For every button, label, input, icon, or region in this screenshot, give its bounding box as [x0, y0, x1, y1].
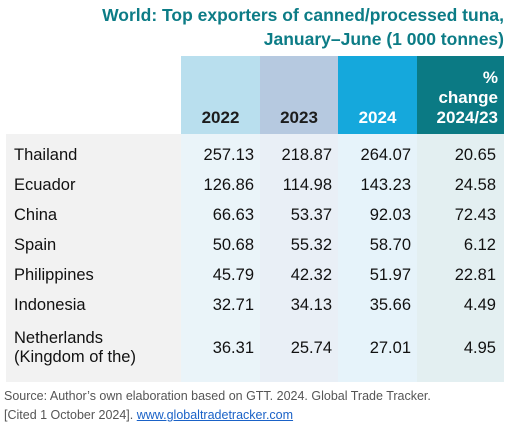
source-link[interactable]: www.globaltradetracker.com	[136, 408, 294, 422]
value-2024: 143.23	[338, 170, 417, 200]
country-cell: China	[6, 200, 181, 230]
table-row: Ecuador 126.86 114.98 143.23 24.58	[6, 170, 504, 200]
value-pct-change: 24.58	[417, 170, 504, 200]
source-line-1: Source: Author’s own elaboration based o…	[4, 389, 431, 403]
value-2023: 53.37	[260, 200, 338, 230]
exporters-table: 2022 2023 2024 % change 2024/23 Thailand…	[6, 56, 504, 382]
value-pct-change: 72.43	[417, 200, 504, 230]
title-line-2: January–June (1 000 tonnes)	[263, 29, 504, 49]
value-2022: 32.71	[181, 290, 260, 320]
header-2022: 2022	[181, 56, 260, 134]
table-row: Indonesia 32.71 34.13 35.66 4.49	[6, 290, 504, 320]
source-cited: [Cited 1 October 2024].	[4, 408, 134, 422]
table-title: World: Top exporters of canned/processed…	[102, 3, 504, 51]
value-2023: 55.32	[260, 230, 338, 260]
value-pct-change: 4.49	[417, 290, 504, 320]
country-cell: Philippines	[6, 260, 181, 290]
value-pct-change: 6.12	[417, 230, 504, 260]
source-note: Source: Author’s own elaboration based o…	[4, 387, 506, 425]
header-blank	[6, 56, 181, 134]
value-2023: 114.98	[260, 170, 338, 200]
table-row: Thailand 257.13 218.87 264.07 20.65	[6, 134, 504, 170]
value-2022: 66.63	[181, 200, 260, 230]
value-pct-change: 4.95	[417, 320, 504, 382]
table-row: Spain 50.68 55.32 58.70 6.12	[6, 230, 504, 260]
value-2022: 126.86	[181, 170, 260, 200]
value-2022: 36.31	[181, 320, 260, 382]
value-2023: 42.32	[260, 260, 338, 290]
value-2023: 25.74	[260, 320, 338, 382]
value-pct-change: 22.81	[417, 260, 504, 290]
header-2024: 2024	[338, 56, 417, 134]
country-cell: Netherlands (Kingdom of the)	[6, 320, 181, 382]
country-line-2: (Kingdom of the)	[14, 348, 136, 366]
value-2024: 264.07	[338, 134, 417, 170]
header-pct-line-3: 2024/23	[436, 108, 498, 127]
value-2023: 218.87	[260, 134, 338, 170]
title-line-1: World: Top exporters of canned/processed…	[102, 5, 504, 25]
value-2024: 58.70	[338, 230, 417, 260]
source-line-2: [Cited 1 October 2024]. www.globaltradet…	[4, 406, 506, 425]
value-2024: 35.66	[338, 290, 417, 320]
table-row: Philippines 45.79 42.32 51.97 22.81	[6, 260, 504, 290]
header-pct-line-1: %	[482, 68, 498, 87]
value-2024: 92.03	[338, 200, 417, 230]
value-pct-change: 20.65	[417, 134, 504, 170]
header-row: 2022 2023 2024 % change 2024/23	[6, 56, 504, 134]
value-2024: 51.97	[338, 260, 417, 290]
country-cell: Indonesia	[6, 290, 181, 320]
header-pct-change: % change 2024/23	[417, 56, 504, 134]
value-2022: 50.68	[181, 230, 260, 260]
header-pct-line-2: change	[438, 88, 498, 107]
value-2023: 34.13	[260, 290, 338, 320]
header-2023: 2023	[260, 56, 338, 134]
table-row: China 66.63 53.37 92.03 72.43	[6, 200, 504, 230]
country-cell: Thailand	[6, 134, 181, 170]
table-row: Netherlands (Kingdom of the) 36.31 25.74…	[6, 320, 504, 382]
value-2022: 45.79	[181, 260, 260, 290]
value-2022: 257.13	[181, 134, 260, 170]
country-cell: Ecuador	[6, 170, 181, 200]
country-cell: Spain	[6, 230, 181, 260]
country-line-1: Netherlands	[14, 329, 103, 347]
value-2024: 27.01	[338, 320, 417, 382]
